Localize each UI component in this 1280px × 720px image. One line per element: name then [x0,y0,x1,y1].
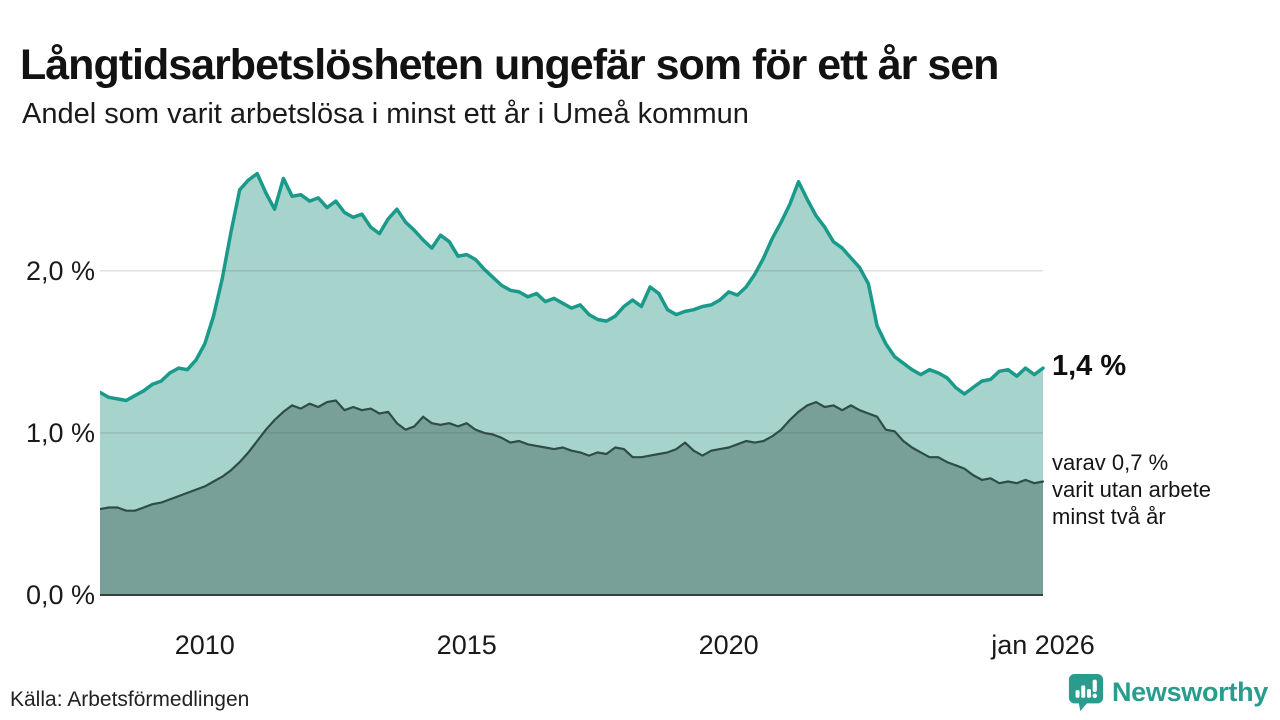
brand-name: Newsworthy [1111,676,1268,707]
series-line-arbetslösa minst ett år [100,171,1045,403]
x-tick-label: 2010 [174,630,235,660]
x-tick-label: jan 2026 [991,630,1095,660]
newsworthy-pin-icon [1068,673,1104,711]
x-tick-label: 2015 [436,630,497,660]
source-credit: Källa: Arbetsförmedlingen [10,688,250,711]
page-title: Långtidsarbetslösheten ungefär som för e… [20,40,999,89]
x-tick-label: 2020 [698,630,759,660]
series-area-utan arbete minst två år [100,400,1043,595]
series2-annotation: varav 0,7 % varit utan arbete minst två … [1052,449,1277,530]
annotation-line: varav 0,7 % [1052,450,1169,475]
area-chart [100,171,1045,596]
series-line-utan arbete minst två år [100,399,1045,512]
chart-subtitle: Andel som varit arbetslösa i minst ett å… [22,98,749,130]
brand-logo: Newsworthy [1067,672,1268,712]
y-tick-label: 2,0 % [25,255,95,286]
y-tick-label: 0,0 % [25,580,95,610]
annotation-line: minst två år [1052,504,1166,529]
annotation-line: varit utan arbete [1052,477,1211,502]
y-tick-label: 1,0 % [25,417,95,448]
series-end-value-label: 1,4 % [1052,350,1127,383]
